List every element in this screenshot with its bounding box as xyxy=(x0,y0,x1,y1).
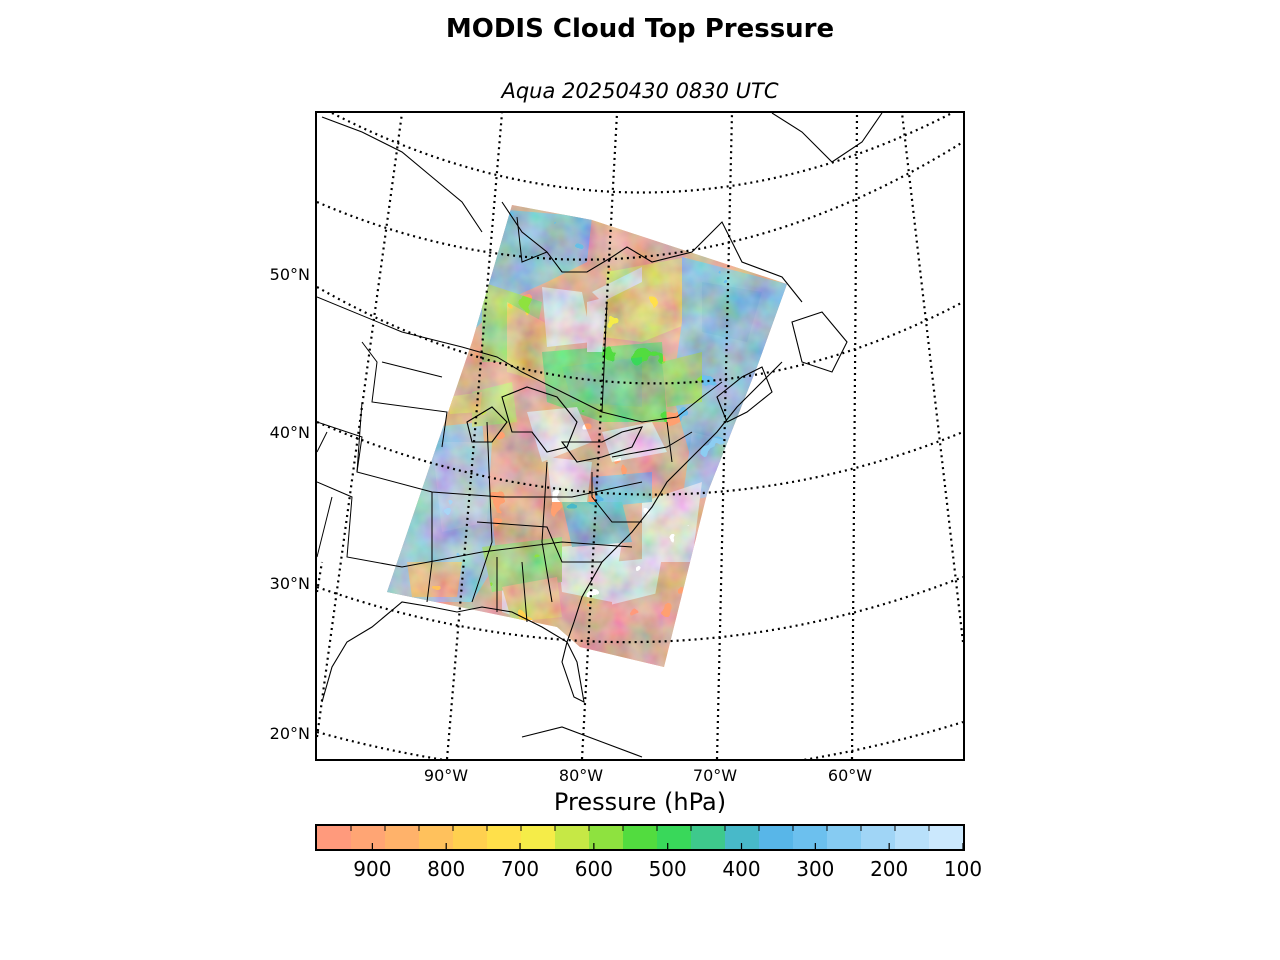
graticule-meridians xyxy=(317,113,963,759)
colorbar-svg xyxy=(317,826,963,849)
cloud-swath xyxy=(387,205,787,667)
lon-label: 90°W xyxy=(423,766,469,785)
colorbar xyxy=(315,824,965,851)
graticule-parallels xyxy=(317,113,963,759)
colorbar-segment xyxy=(895,826,930,849)
colorbar-tick-label: 200 xyxy=(870,857,909,881)
colorbar-tick-label: 500 xyxy=(648,857,687,881)
lat-label: 50°N xyxy=(269,265,310,284)
colorbar-segment xyxy=(317,826,352,849)
colorbar-segment xyxy=(623,826,658,849)
colorbar-segment xyxy=(691,826,726,849)
colorbar-segment xyxy=(861,826,896,849)
colorbar-segment xyxy=(725,826,760,849)
colorbar-segment xyxy=(385,826,420,849)
colorbar-segment xyxy=(419,826,454,849)
colorbar-segment xyxy=(521,826,556,849)
lat-label: 30°N xyxy=(269,574,310,593)
colorbar-tick-label: 700 xyxy=(500,857,540,881)
colorbar-tick-label: 300 xyxy=(796,857,835,881)
lon-label: 70°W xyxy=(692,766,738,785)
colorbar-segment xyxy=(759,826,794,849)
coastlines xyxy=(321,113,883,758)
colorbar-segment xyxy=(351,826,386,849)
colorbar-segment xyxy=(657,826,692,849)
chart-subtitle: Aqua 20250430 0830 UTC xyxy=(501,79,779,103)
map-svg xyxy=(317,113,963,759)
colorbar-segment xyxy=(589,826,624,849)
colorbar-segment xyxy=(487,826,522,849)
map-panel xyxy=(315,111,965,761)
colorbar-tick-label: 900 xyxy=(353,857,392,881)
colorbar-tick-label: 600 xyxy=(574,857,613,881)
colorbar-segment xyxy=(453,826,488,849)
political-boundaries xyxy=(317,216,723,623)
colorbar-segment xyxy=(929,826,963,849)
colorbar-tick-label: 800 xyxy=(427,857,466,881)
lon-label: 60°W xyxy=(827,766,873,785)
colorbar-label: Pressure (hPa) xyxy=(553,788,727,816)
lat-label: 20°N xyxy=(269,724,310,743)
colorbar-segment xyxy=(555,826,590,849)
colorbar-tick-label: 100 xyxy=(943,857,983,881)
colorbar-segment xyxy=(793,826,828,849)
lat-label: 40°N xyxy=(269,423,310,442)
colorbar-tick-label: 400 xyxy=(722,857,761,881)
lon-label: 80°W xyxy=(558,766,604,785)
colorbar-segment xyxy=(827,826,862,849)
chart-title: MODIS Cloud Top Pressure xyxy=(445,14,835,44)
